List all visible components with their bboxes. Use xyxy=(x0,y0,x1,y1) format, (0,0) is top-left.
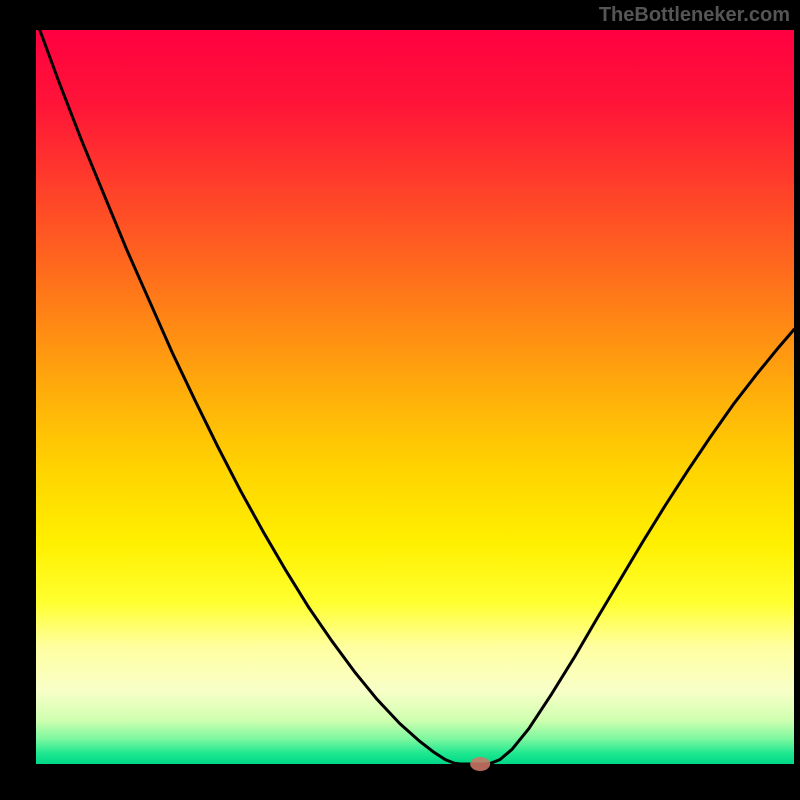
attribution-text: TheBottleneker.com xyxy=(599,4,790,27)
optimal-point-marker xyxy=(470,757,490,771)
bottleneck-chart xyxy=(0,0,800,800)
chart-container: TheBottleneker.com xyxy=(0,0,800,800)
plot-background xyxy=(36,30,794,764)
